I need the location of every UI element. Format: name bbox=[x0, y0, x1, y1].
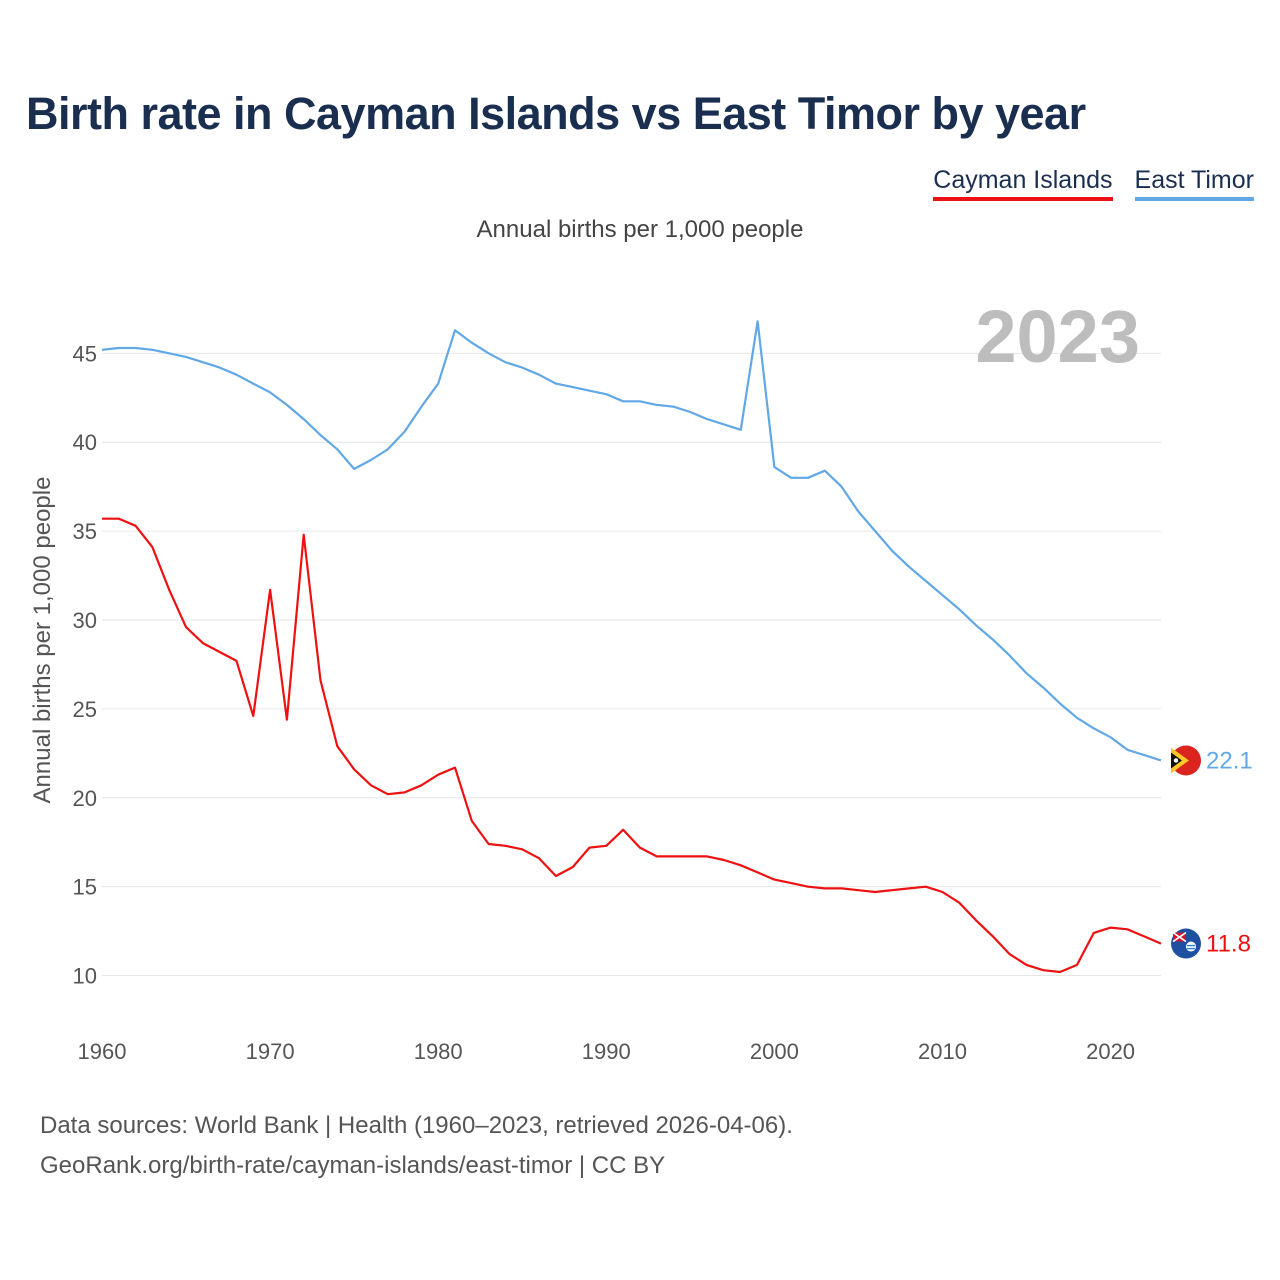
chart-title: Birth rate in Cayman Islands vs East Tim… bbox=[26, 88, 1086, 139]
y-tick-label: 10 bbox=[73, 964, 97, 989]
y-tick-label: 45 bbox=[73, 341, 97, 366]
y-axis-title: Annual births per 1,000 people bbox=[29, 477, 56, 804]
y-tick-label: 20 bbox=[73, 786, 97, 811]
x-tick-label: 1960 bbox=[78, 1039, 127, 1064]
x-tick-label: 1990 bbox=[582, 1039, 631, 1064]
year-overlay: 2023 bbox=[975, 295, 1140, 378]
y-tick-label: 25 bbox=[73, 697, 97, 722]
cayman-islands-flag-icon bbox=[1171, 928, 1201, 959]
x-tick-label: 1970 bbox=[246, 1039, 295, 1064]
series-line-east-timor[interactable] bbox=[101, 320, 1162, 762]
x-tick-label: 2020 bbox=[1086, 1039, 1135, 1064]
x-tick-label: 2010 bbox=[918, 1039, 967, 1064]
footer: Data sources: World Bank | Health (1960–… bbox=[40, 1106, 793, 1186]
y-tick-label: 35 bbox=[73, 519, 97, 544]
y-tick-label: 15 bbox=[73, 875, 97, 900]
end-value-label: 11.8 bbox=[1206, 931, 1251, 958]
east-timor-flag-icon bbox=[1171, 745, 1201, 776]
y-tick-label: 30 bbox=[73, 608, 97, 633]
x-tick-label: 1980 bbox=[414, 1039, 463, 1064]
series-line-cayman-islands[interactable] bbox=[102, 517, 1162, 974]
end-value-label: 22.1 bbox=[1206, 747, 1253, 774]
legend-item-cayman-islands[interactable]: Cayman Islands bbox=[933, 166, 1113, 201]
legend: Cayman Islands East Timor bbox=[933, 166, 1254, 201]
x-tick-label: 2000 bbox=[750, 1039, 799, 1064]
legend-item-east-timor[interactable]: East Timor bbox=[1134, 166, 1254, 201]
data-sources: Data sources: World Bank | Health (1960–… bbox=[40, 1112, 793, 1139]
chart-subtitle: Annual births per 1,000 people bbox=[476, 216, 804, 243]
y-tick-label: 40 bbox=[73, 430, 97, 455]
attribution-link[interactable]: GeoRank.org/birth-rate/cayman-islands/ea… bbox=[40, 1152, 666, 1179]
